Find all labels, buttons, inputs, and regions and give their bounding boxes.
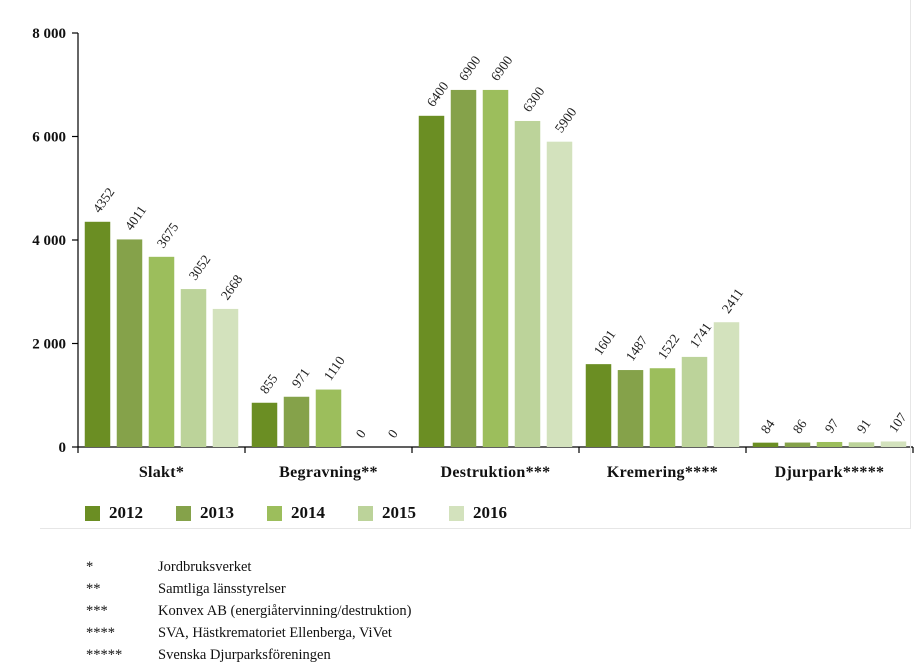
data-label: 5900 (552, 104, 580, 135)
bar (585, 364, 612, 447)
footnote-text: Jordbruksverket (158, 558, 252, 575)
bar (251, 402, 278, 447)
data-label: 4011 (122, 203, 149, 233)
footnote-row: * Jordbruksverket (86, 556, 411, 578)
y-tick-label: 2 000 (32, 337, 66, 353)
category-label: Djurpark***** (775, 464, 885, 481)
data-label: 1110 (321, 353, 348, 383)
category-label: Destruktion*** (441, 464, 551, 481)
data-label: 0 (353, 426, 369, 440)
data-label: 2411 (719, 286, 746, 316)
data-label: 855 (257, 371, 281, 396)
legend-item-2014: 2014 (267, 503, 358, 523)
footnotes: * Jordbruksverket ** Samtliga länsstyrel… (86, 556, 411, 666)
legend-item-2015: 2015 (358, 503, 449, 523)
bar (450, 89, 477, 448)
legend-label-2016: 2016 (473, 503, 507, 522)
bar (212, 308, 239, 447)
category-label: Kremering**** (607, 464, 718, 481)
data-label: 84 (758, 417, 778, 437)
legend-label-2014: 2014 (291, 503, 325, 522)
chart-frame-bottom (40, 528, 911, 529)
data-label: 4352 (90, 185, 118, 216)
data-label: 1487 (623, 333, 651, 364)
y-tick-label: 0 (59, 440, 67, 456)
bar (713, 322, 740, 447)
data-label: 6900 (456, 53, 484, 84)
data-label: 6400 (424, 79, 452, 110)
footnote-row: ***** Svenska Djurparksföreningen (86, 644, 411, 666)
bar-chart: 0 2 000 4 000 6 000 8 000 4352401136753052266… (32, 26, 914, 481)
bar (880, 441, 907, 447)
footnote-row: **** SVA, Hästkrematoriet Ellenberga, Vi… (86, 622, 411, 644)
footnote-text: Svenska Djurparksföreningen (158, 646, 331, 663)
y-tick-label: 8 000 (32, 26, 66, 42)
data-label: 1522 (655, 331, 683, 362)
footnote-mark: * (86, 558, 94, 575)
data-label: 97 (822, 416, 842, 436)
legend-swatch-2012 (85, 505, 100, 521)
bar (514, 120, 541, 447)
y-tick-label: 6 000 (32, 130, 66, 146)
footnote-mark: ***** (86, 646, 123, 663)
bar (482, 89, 509, 448)
bar (116, 239, 143, 447)
footnote-row: *** Konvex AB (energiåtervinning/destruk… (86, 600, 411, 622)
bar (546, 141, 573, 448)
legend-swatch-2016 (449, 505, 464, 521)
data-label: 6900 (488, 53, 516, 84)
legend-item-2016: 2016 (449, 503, 540, 523)
chart-legend: 2012 2013 2014 2015 2016 (85, 503, 540, 523)
data-label: 1741 (687, 320, 715, 351)
data-label: 107 (886, 410, 910, 435)
footnote-text: Samtliga länsstyrelser (158, 580, 286, 597)
legend-swatch-2014 (267, 505, 282, 521)
footnote-mark: **** (86, 624, 115, 641)
bar (681, 356, 708, 447)
footnote-row: ** Samtliga länsstyrelser (86, 578, 411, 600)
bar (848, 442, 875, 447)
legend-item-2012: 2012 (85, 503, 176, 523)
bar (180, 289, 207, 447)
bar (617, 370, 644, 447)
data-label: 86 (790, 416, 810, 436)
chart-frame-right (910, 0, 911, 528)
data-label: 91 (854, 416, 874, 436)
legend-label-2013: 2013 (200, 503, 234, 522)
legend-swatch-2013 (176, 505, 191, 521)
category-label: Slakt* (139, 464, 184, 481)
footnote-mark: ** (86, 580, 101, 597)
category-label: Begravning** (279, 464, 378, 481)
bar (418, 115, 445, 448)
data-label: 1601 (591, 327, 619, 358)
footnote-text: SVA, Hästkrematoriet Ellenberga, ViVet (158, 624, 392, 641)
data-label: 971 (289, 365, 313, 390)
data-label: 3052 (186, 252, 214, 283)
legend-swatch-2015 (358, 505, 373, 521)
legend-item-2013: 2013 (176, 503, 267, 523)
data-label: 2668 (218, 272, 246, 303)
footnote-text: Konvex AB (energiåtervinning/destruktion… (158, 602, 412, 619)
bar (649, 368, 676, 447)
bar (315, 389, 342, 447)
legend-label-2015: 2015 (382, 503, 416, 522)
bar (148, 256, 175, 447)
data-label: 6300 (520, 84, 548, 115)
bar (283, 396, 310, 447)
data-label: 0 (385, 426, 401, 440)
data-label: 3675 (154, 220, 182, 251)
legend-label-2012: 2012 (109, 503, 143, 522)
y-tick-label: 4 000 (32, 233, 66, 249)
bar (816, 441, 843, 447)
bar (784, 442, 811, 447)
bar (752, 442, 779, 447)
bar (84, 221, 111, 447)
footnote-mark: *** (86, 602, 108, 619)
